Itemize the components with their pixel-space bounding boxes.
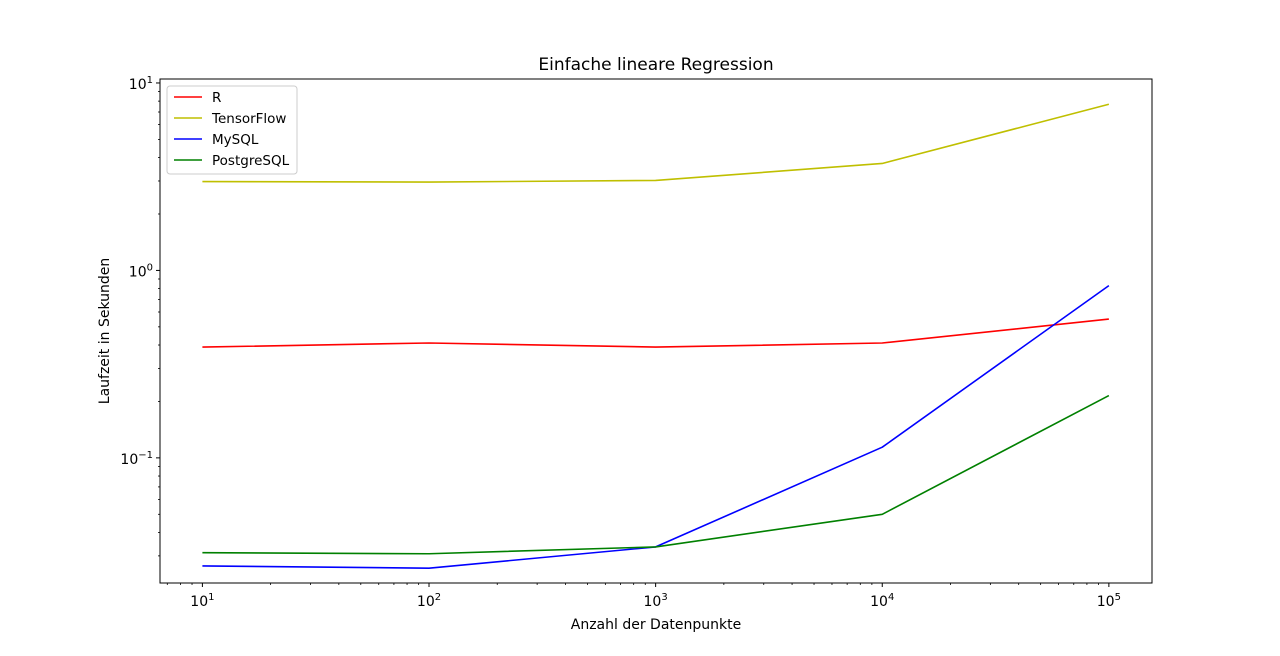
- x-tick-label: 101: [190, 592, 214, 610]
- x-tick-label: 102: [417, 592, 441, 610]
- y-tick-label: 10−1: [120, 450, 153, 468]
- plot-background: [160, 79, 1152, 583]
- series-line-r: [202, 318, 1109, 348]
- legend-label-r: R: [212, 90, 221, 106]
- y-axis: 10−1 100 101: [120, 75, 160, 557]
- x-axis-label: Anzahl der Datenpunkte: [571, 617, 741, 633]
- legend-label-postgresql: PostgreSQL: [212, 153, 290, 169]
- plot-area: [159, 78, 1153, 584]
- legend: R TensorFlow MySQL PostgreSQL: [166, 85, 298, 175]
- y-axis-label: Laufzeit in Sekunden: [97, 258, 113, 404]
- x-tick-label: 105: [1097, 592, 1121, 610]
- series-line-postgresql: [202, 394, 1110, 555]
- series-group: [202, 103, 1110, 569]
- x-tick-label: 104: [870, 592, 894, 610]
- y-tick-label: 101: [129, 75, 153, 93]
- series-line-tensorflow: [202, 103, 1110, 183]
- legend-label-mysql: MySQL: [212, 132, 259, 148]
- legend-box: [166, 85, 298, 175]
- x-axis: 101 102 103 104 105: [166, 583, 1121, 610]
- chart-title: Einfache lineare Regression: [538, 55, 773, 75]
- y-tick-label: 100: [129, 262, 153, 280]
- legend-label-tensorflow: TensorFlow: [211, 111, 286, 127]
- x-tick-label: 103: [644, 592, 668, 610]
